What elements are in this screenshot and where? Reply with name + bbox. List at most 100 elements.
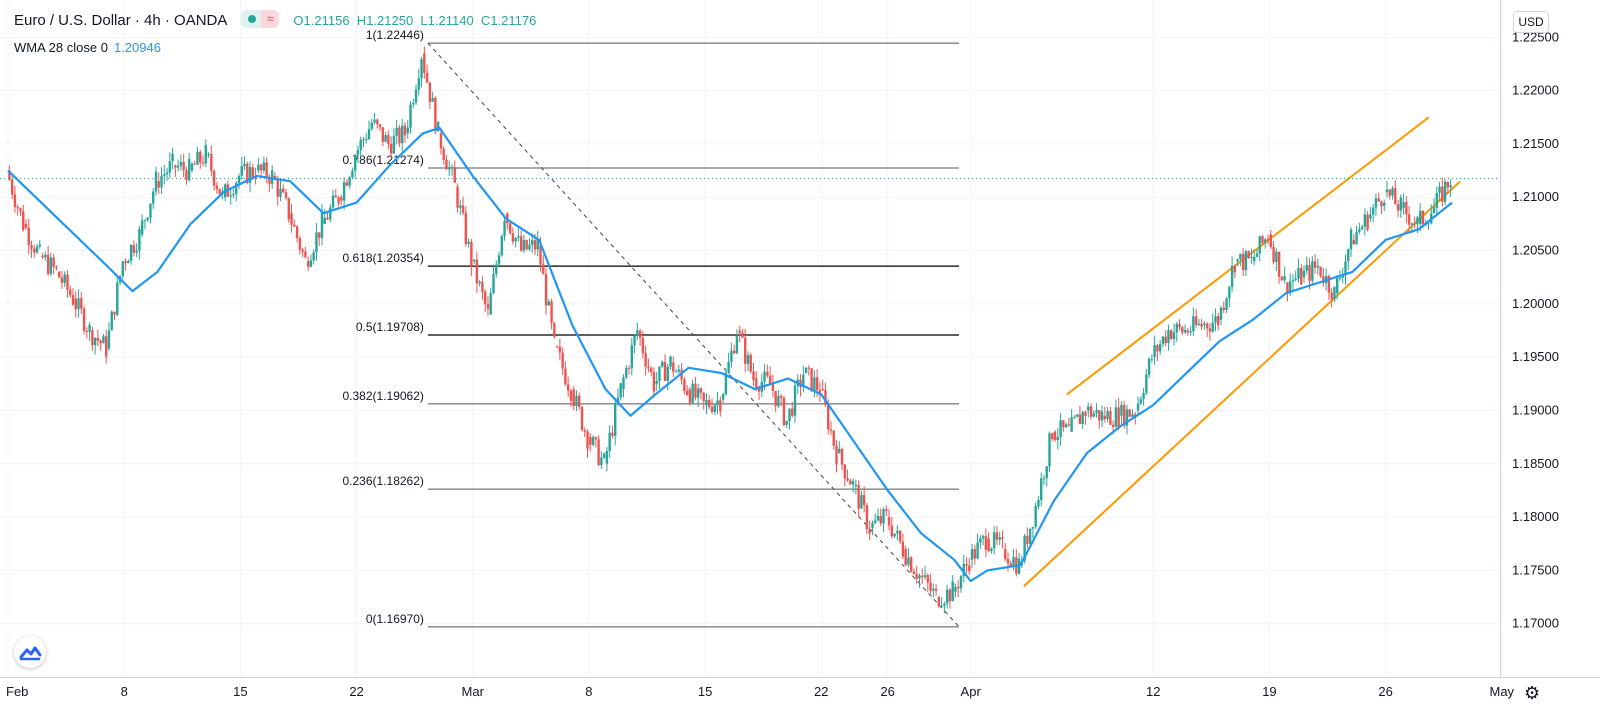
candle-body	[602, 453, 606, 458]
candle-body	[1322, 276, 1325, 284]
candle-body	[677, 369, 681, 372]
candle-body	[1319, 266, 1322, 277]
candle-body	[738, 330, 741, 333]
candle-body	[525, 240, 528, 250]
candle-body	[785, 420, 788, 425]
candle-body	[1114, 407, 1118, 427]
candle-body	[937, 597, 941, 607]
price-tick-label: 1.18000	[1512, 509, 1559, 524]
candle-body	[962, 563, 965, 577]
candle-body	[334, 195, 338, 198]
candle-body	[1250, 256, 1253, 258]
open-label: O	[293, 13, 304, 28]
time-axis[interactable]: Feb 8 15 22 Mar 8 15 22 26 Apr 12 19 26 May	[6, 684, 1515, 699]
candle-body	[887, 517, 891, 526]
candle-body	[1109, 411, 1112, 425]
candle-body	[423, 53, 426, 73]
candle-body	[957, 586, 960, 589]
candle-body	[1236, 259, 1239, 262]
candle-body	[378, 124, 382, 128]
candle-body	[467, 241, 470, 244]
candle-body	[461, 205, 465, 213]
candle-body	[1150, 358, 1154, 360]
status-pill[interactable]: ≈	[241, 10, 280, 29]
candle-body	[1134, 414, 1137, 416]
candle-body	[868, 528, 871, 534]
candle-body	[450, 167, 454, 169]
candle-body	[1366, 214, 1369, 230]
candle-body	[1192, 316, 1195, 332]
time-tick-label: 22	[349, 684, 363, 699]
candle-body	[1048, 433, 1051, 467]
indicator-value: 1.20946	[113, 40, 161, 55]
candle-body	[932, 588, 935, 591]
candle-body	[536, 239, 539, 250]
candle-body	[948, 589, 952, 602]
candle-body	[1338, 277, 1342, 279]
candle-body	[55, 266, 58, 269]
gear-icon[interactable]: ⚙	[1524, 683, 1541, 703]
time-tick-label: 22	[814, 684, 828, 699]
candle-body	[755, 378, 758, 388]
candle-body	[218, 188, 221, 195]
candle-body	[721, 394, 725, 400]
candle-body	[907, 557, 910, 565]
candle-body	[984, 536, 988, 550]
candle-body	[655, 380, 658, 384]
candle-body	[19, 208, 22, 212]
candle-body	[1125, 409, 1129, 426]
candle-body	[636, 330, 639, 336]
candle-body	[647, 366, 650, 369]
candle-body	[625, 367, 628, 378]
candle-body	[80, 298, 83, 309]
candle-body	[514, 237, 517, 242]
candle-body	[27, 227, 30, 246]
candle-body	[580, 406, 584, 430]
candle-body	[1363, 214, 1367, 227]
candle-body	[472, 259, 476, 262]
candle-body	[420, 59, 423, 79]
candle-body	[835, 445, 838, 465]
candle-body	[304, 251, 307, 258]
candle-body	[389, 143, 393, 154]
candle-body	[1399, 197, 1403, 211]
candle-body	[486, 304, 490, 309]
candle-body	[132, 244, 136, 253]
candle-body	[171, 153, 174, 162]
indicator-legend[interactable]: WMA 28 close 0 1.20946	[14, 40, 161, 55]
candle-body	[638, 330, 642, 338]
candle-body	[793, 385, 797, 416]
currency-button[interactable]: USD	[1513, 11, 1549, 33]
tradingview-logo-icon[interactable]	[14, 636, 46, 668]
candle-body	[10, 179, 14, 195]
symbol-title[interactable]: Euro / U.S. Dollar · 4h · OANDA	[14, 12, 228, 29]
candle-body	[1228, 287, 1231, 299]
candle-body	[539, 245, 542, 265]
candle-body	[896, 530, 899, 534]
candle-body	[215, 185, 219, 189]
candle-body	[323, 217, 326, 224]
candle-body	[212, 170, 216, 186]
candle-body	[425, 72, 429, 83]
candle-body	[511, 233, 515, 242]
candle-body	[544, 274, 548, 306]
candle-body	[827, 404, 830, 430]
candle-body	[82, 308, 86, 332]
candle-body	[846, 478, 849, 481]
candle-body	[475, 259, 479, 284]
candle-body	[257, 164, 260, 171]
candle-body	[771, 383, 775, 391]
candle-body	[1241, 253, 1245, 271]
price-axis[interactable]: 1.22500 1.22000 1.21500 1.21000 1.20500 1.200…	[1512, 29, 1559, 630]
candle-body	[46, 254, 50, 274]
candle-body	[312, 252, 315, 261]
candle-body	[909, 557, 913, 572]
candle-body	[1280, 276, 1284, 281]
candle-body	[1360, 226, 1364, 230]
candle-body	[619, 383, 622, 398]
candle-body	[871, 522, 874, 528]
candle-body	[1347, 249, 1350, 262]
candle-body	[564, 368, 567, 385]
candle-body	[633, 335, 636, 346]
